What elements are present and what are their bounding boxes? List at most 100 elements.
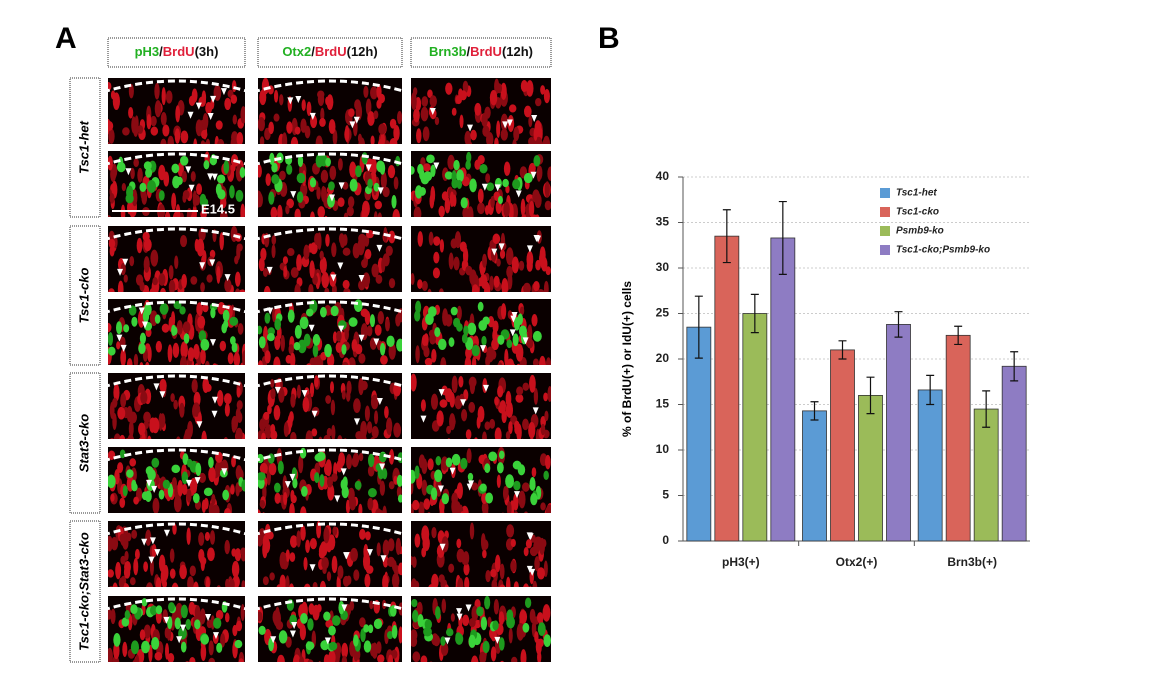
micrograph <box>108 447 245 513</box>
cell <box>482 253 488 268</box>
cell <box>529 608 536 624</box>
arrowhead <box>220 88 227 96</box>
column-header: Otx2/BrdU(12h) <box>282 44 377 59</box>
cell <box>411 373 417 392</box>
cell <box>518 490 526 509</box>
cell <box>499 584 506 587</box>
column-header: pH3/BrdU(3h) <box>135 44 219 59</box>
cell <box>374 410 379 425</box>
cell <box>544 454 551 470</box>
cell <box>417 613 424 628</box>
cell <box>386 335 395 347</box>
cell <box>289 352 296 365</box>
cell <box>501 409 507 424</box>
cell <box>190 276 198 285</box>
cell <box>234 548 242 562</box>
cell <box>290 431 297 439</box>
cell <box>201 129 208 139</box>
bar <box>917 389 943 542</box>
bar <box>945 334 971 542</box>
cell <box>358 453 364 462</box>
cell <box>108 474 116 489</box>
error-bar <box>778 200 787 275</box>
arrowhead <box>211 396 218 404</box>
cell <box>131 529 138 539</box>
cell <box>186 527 191 545</box>
bar <box>858 394 883 542</box>
arrowhead <box>449 467 456 475</box>
cell <box>376 641 382 654</box>
bar <box>714 235 740 542</box>
arrowhead <box>353 418 360 426</box>
cell <box>499 563 505 580</box>
arrowhead <box>211 410 218 418</box>
cell <box>273 610 282 627</box>
cell <box>436 410 444 427</box>
cell <box>160 138 167 144</box>
cell <box>131 479 137 490</box>
cell <box>241 552 245 562</box>
cell <box>485 355 491 365</box>
cell <box>318 436 323 439</box>
cell <box>398 626 402 644</box>
cell <box>314 453 324 462</box>
cell <box>414 533 421 548</box>
cell <box>470 129 477 141</box>
cell <box>411 598 418 608</box>
arrowhead <box>334 495 341 503</box>
cell <box>315 135 323 144</box>
cell <box>277 204 283 217</box>
cell <box>535 97 542 107</box>
cell <box>480 274 488 288</box>
cell <box>432 634 441 647</box>
cell <box>195 119 203 137</box>
cell <box>340 479 347 490</box>
cell <box>262 267 268 278</box>
cell <box>302 397 310 413</box>
cell <box>415 300 422 314</box>
cell <box>364 405 370 422</box>
cell <box>453 256 460 271</box>
cell <box>479 651 487 662</box>
cell <box>364 531 371 541</box>
cell <box>316 186 321 200</box>
cell <box>258 453 264 464</box>
cell <box>143 238 152 252</box>
cell <box>211 494 216 506</box>
cell <box>200 634 210 645</box>
arrowhead <box>287 97 294 105</box>
cell <box>464 356 472 365</box>
legend-label: Tsc1-cko <box>896 207 939 218</box>
cell <box>223 160 230 174</box>
cell <box>121 183 127 192</box>
cell <box>222 309 230 322</box>
cell <box>310 211 315 217</box>
cell <box>309 538 317 550</box>
cell <box>423 171 433 182</box>
cell <box>290 136 299 144</box>
cell <box>439 399 448 408</box>
cell <box>165 90 173 104</box>
cell <box>236 244 241 261</box>
cell <box>196 302 203 317</box>
cell <box>398 562 402 576</box>
cell <box>361 258 368 269</box>
cell <box>138 437 144 439</box>
bar <box>686 326 712 542</box>
cell <box>163 564 169 581</box>
cell <box>195 462 202 476</box>
cell <box>112 397 118 408</box>
cell <box>438 205 445 217</box>
cell <box>143 561 149 572</box>
cell <box>277 654 285 662</box>
cell <box>528 137 535 144</box>
cell <box>122 485 128 497</box>
micrograph <box>411 226 551 292</box>
legend-swatch <box>880 207 890 217</box>
cell <box>158 164 166 181</box>
apical-surface <box>108 597 245 611</box>
cell <box>513 511 518 513</box>
cell <box>273 89 279 103</box>
cell <box>331 424 336 439</box>
